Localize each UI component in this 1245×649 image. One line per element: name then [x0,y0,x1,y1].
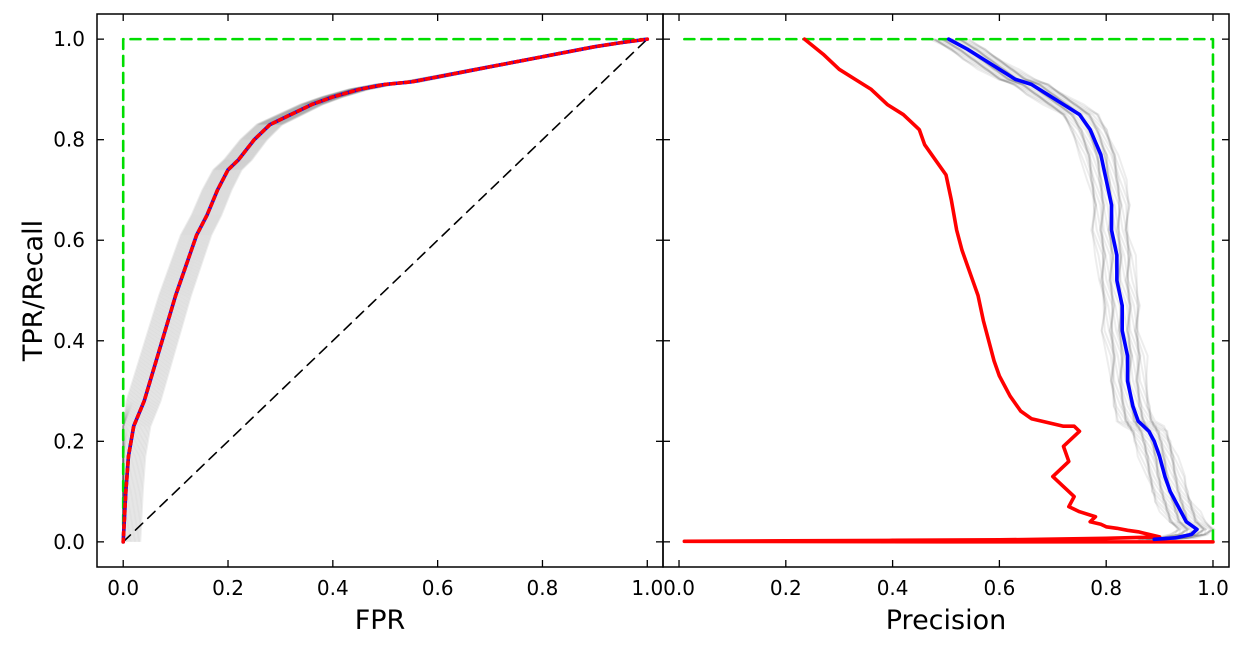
bootstrap-curve [940,38,1190,541]
series-mean-roc-overlay [121,37,650,544]
x-tick-label: 1.0 [1197,576,1229,600]
series-perfect-classifier [683,37,1215,544]
bootstrap-curve [139,38,648,542]
bootstrap-curve [941,38,1193,541]
bootstrap-curve [949,38,1205,541]
bootstrap-curve [943,38,1188,541]
series-group [682,37,1215,544]
y-tick-label: 0.2 [53,429,85,453]
bootstrap-curve [136,38,648,542]
bootstrap-curve [130,38,648,542]
bootstrap-curve [958,38,1216,541]
bootstrap-curve [137,38,648,542]
bootstrap-curve [955,38,1208,541]
bootstrap-curve [135,38,648,542]
bootstrap-curve [929,38,1183,541]
panel-2: 0.0 0.2 0.4 0.6 0.8 1.0 Precision [662,13,1230,636]
bootstrap-curve [962,38,1217,541]
y-tick-label: 0.0 [53,530,85,554]
y-axis-label: TPR/Recall [18,220,49,362]
bootstrap-curve [933,38,1190,541]
bootstrap-curve [133,38,648,542]
x-tick-label: 0.6 [983,576,1015,600]
bootstrap-curve [949,38,1200,541]
bootstrap-curve [968,38,1213,541]
bootstrap-curve [957,38,1212,541]
bootstrap-curve [131,38,648,542]
y-tick-label: 0.8 [53,128,85,152]
x-tick-label: 0.0 [107,576,139,600]
series-perfect-classifier [121,37,649,544]
x-axis-label: Precision [886,605,1006,636]
y-tick-label: 0.6 [53,228,85,252]
x-tick-label: 0.6 [422,576,454,600]
bootstrap-curve [958,38,1207,541]
bootstrap-curve [966,38,1215,541]
bootstrap-curve [960,38,1205,541]
bootstrap-curve [934,38,1180,541]
bootstrap-curve [951,38,1208,541]
series-random-baseline [122,38,649,543]
bootstrap-curves [929,38,1217,541]
bootstrap-curve [959,38,1206,541]
x-tick-label: 0.4 [317,576,349,600]
bootstrap-curve [942,38,1189,541]
x-tick-label: 0.4 [877,576,909,600]
bootstrap-curve [132,38,648,542]
x-tick-label: 0.8 [1090,576,1122,600]
bootstrap-curve [932,38,1186,541]
series-group [121,37,650,544]
y-tick-label: 1.0 [53,27,85,51]
series-red-pr-curve [682,37,1215,544]
bootstrap-curve [933,38,1181,541]
x-tick-label: 0.2 [770,576,802,600]
panel-1: 0.0 0.2 0.4 0.6 0.8 1.0 0.0 0.2 0.4 0.6 0.8 1.0 FPR T… [18,13,664,636]
y-tick-label: 0.4 [53,329,85,353]
panels: 0.0 0.2 0.4 0.6 0.8 1.00.00.20.40.60.81.0FPRT… [18,13,1230,636]
x-tick-label: 1.0 [631,576,663,600]
x-tick-label: 0.8 [527,576,559,600]
x-tick-label: 0.2 [212,576,244,600]
series-blue-pr-curve [946,37,1199,542]
x-tick-label: 0.0 [663,576,695,600]
plot-frame [662,13,1230,568]
bootstrap-curve [936,38,1192,541]
x-axis-label: FPR [355,605,406,636]
bootstrap-curve [933,38,1181,541]
